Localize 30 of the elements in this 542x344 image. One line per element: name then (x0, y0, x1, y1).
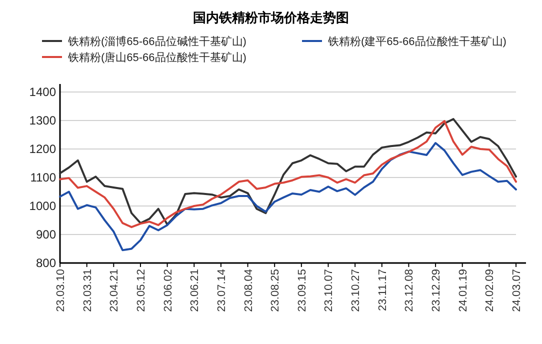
x-tick-label: 23.12.08 (404, 269, 416, 312)
x-tick-label: 23.04.21 (108, 269, 121, 312)
x-tick-label: 23.03.10 (55, 269, 67, 312)
x-tick-label: 24.02.09 (484, 269, 496, 312)
y-tick-label: 1100 (30, 170, 56, 184)
x-tick-label: 23.08.04 (242, 269, 255, 312)
legend-label: 铁精粉(唐山65-66品位酸性干基矿山) (67, 51, 246, 64)
y-tick-label: 1300 (29, 114, 56, 128)
x-tick-label: 24.03.07 (511, 269, 523, 312)
line-series (59, 142, 517, 252)
x-tick-label: 23.07.14 (216, 269, 228, 312)
x-tick-label: 23.06.21 (189, 269, 202, 312)
x-tick-label: 23.08.25 (270, 269, 282, 312)
y-tick-label: 1400 (29, 85, 56, 99)
y-tick-label: 800 (36, 256, 56, 270)
y-tick-label: 1200 (29, 142, 56, 156)
x-tick-label: 23.06.02 (162, 269, 174, 312)
x-tick-label: 23.09.15 (296, 269, 308, 312)
chart-title: 国内铁精粉市场价格走势图 (193, 10, 349, 25)
x-tick-label: 24.01.19 (457, 269, 470, 312)
x-tick-label: 23.03.31 (82, 269, 94, 312)
x-tick-label: 23.12.29 (430, 269, 443, 312)
x-tick-label: 23.05.12 (135, 269, 148, 312)
x-tick-label: 23.10.27 (350, 269, 362, 312)
x-tick-label: 23.11.17 (376, 269, 389, 312)
legend-label: 铁精粉(建平65-66品位酸性干基矿山) (327, 35, 506, 48)
y-tick-label: 900 (36, 228, 56, 242)
legend-label: 铁精粉(淄博65-66品位碱性干基矿山) (67, 35, 246, 48)
y-tick-label: 1000 (29, 199, 56, 213)
x-tick-label: 23.10.07 (323, 269, 336, 312)
